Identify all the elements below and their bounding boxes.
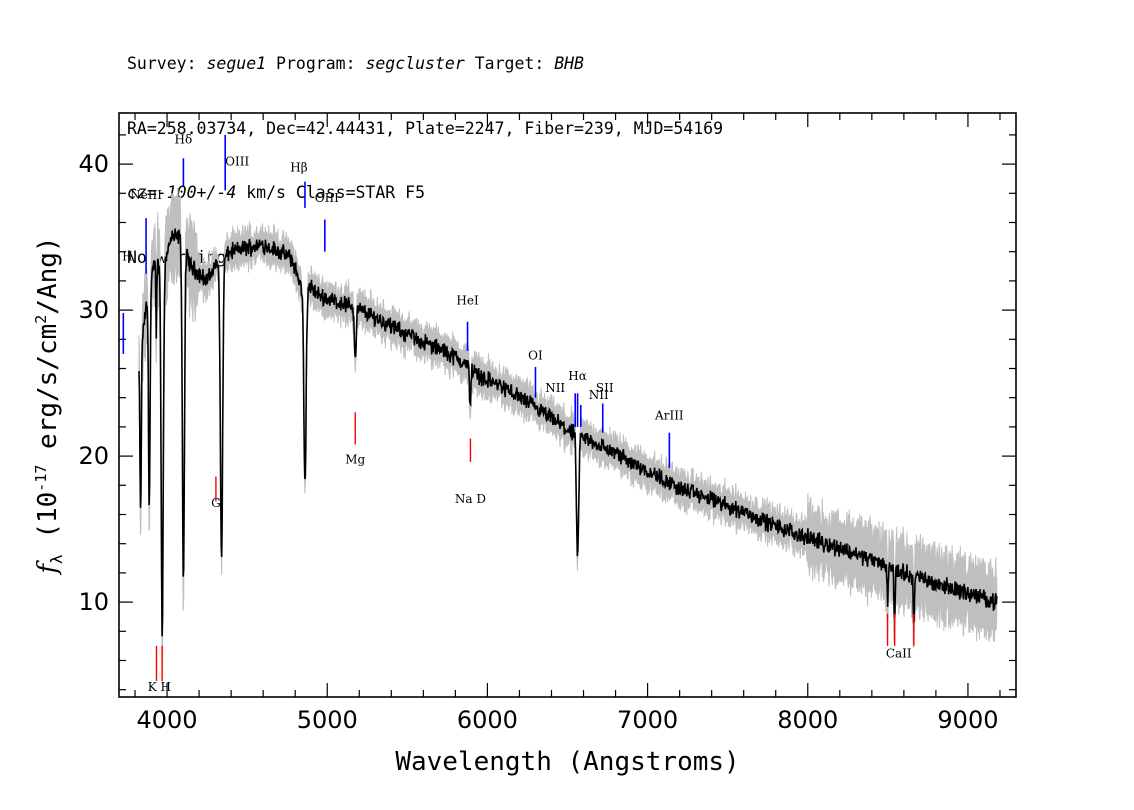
emission-label-oi: OI — [528, 349, 543, 363]
x-tick-label: 7000 — [617, 706, 678, 734]
y-tick-label: 40 — [78, 150, 109, 178]
emission-label-oiii: OIII — [225, 155, 249, 169]
x-tick-label: 6000 — [457, 706, 518, 734]
survey-value: segue1 — [206, 54, 267, 73]
y-axis-label: fλ (10-17 erg/s/cm2/Ang) — [32, 236, 66, 575]
header-line-coordinates: RA=258.03734, Dec=42.44431, Plate=2247, … — [127, 118, 724, 138]
program-value: segcluster — [365, 54, 465, 73]
x-tick-label: 8000 — [777, 706, 838, 734]
y-tick-label: 10 — [78, 588, 109, 616]
emission-label-ariii: ArIII — [654, 409, 684, 423]
spectrum-header: Survey: segue1 Program: segcluster Targe… — [127, 10, 723, 290]
emission-label-hei: HeI — [456, 293, 479, 307]
emission-label-h: H — [122, 249, 132, 263]
header-line-redshift: cz=-100+/-4 km/s Class=STAR F5 — [127, 183, 426, 202]
emission-label-nii: NII — [589, 388, 609, 402]
emission-label-nii: NII — [545, 381, 565, 395]
plot-area — [138, 187, 998, 683]
absorption-label-kh: K H — [148, 680, 171, 694]
emission-label-neiii: NeIII — [130, 188, 162, 202]
flux-error-band — [138, 187, 998, 683]
emission-label-oiii: OIII — [315, 191, 339, 205]
header-line-survey: Survey: segue1 Program: segcluster Targe… — [127, 54, 584, 73]
emission-label-hbeta: Hβ — [290, 160, 307, 174]
target-value: BHB — [554, 54, 584, 73]
absorption-label-nad: Na D — [455, 492, 486, 506]
absorption-label-g: G — [211, 496, 221, 510]
y-tick-label: 30 — [78, 296, 109, 324]
flux-line — [138, 228, 998, 637]
y-tick-label: 20 — [78, 442, 109, 470]
emission-label-hdelta: Hδ — [175, 133, 193, 147]
plot-frame — [118, 112, 1017, 698]
x-tick-label: 4000 — [137, 706, 198, 734]
emission-label-halpha: Hα — [568, 369, 587, 383]
absorption-label-caii: CaII — [886, 647, 912, 661]
x-axis-label: Wavelength (Angstroms) — [395, 747, 739, 777]
x-tick-label: 9000 — [937, 706, 998, 734]
emission-label-sii: SII — [596, 381, 614, 395]
x-tick-label: 5000 — [297, 706, 358, 734]
absorption-label-mg: Mg — [345, 452, 365, 466]
